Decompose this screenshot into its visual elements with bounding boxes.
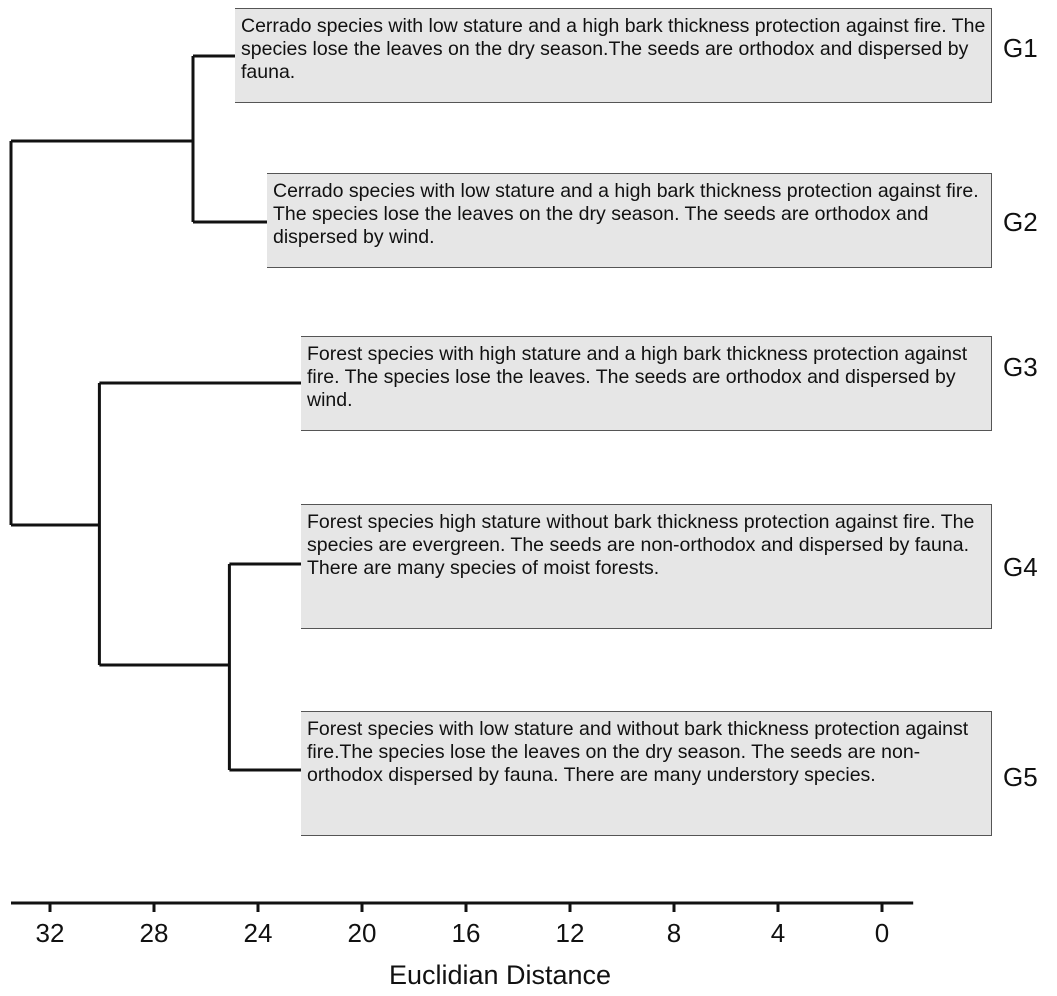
x-axis-tick-label: 24 bbox=[243, 918, 273, 948]
x-axis-tick-label: 16 bbox=[451, 918, 481, 948]
group-g4-label: G4 bbox=[1003, 552, 1038, 582]
group-g5-label: G5 bbox=[1003, 762, 1038, 792]
group-g1-description: Cerrado species with low stature and a h… bbox=[235, 8, 992, 103]
x-axis-tick-label: 12 bbox=[555, 918, 585, 948]
group-g2-description: Cerrado species with low stature and a h… bbox=[267, 173, 992, 268]
x-axis-tick-label: 20 bbox=[347, 918, 377, 948]
group-g3-label: G3 bbox=[1003, 352, 1038, 382]
x-axis-tick-label: 32 bbox=[35, 918, 65, 948]
group-g4-description: Forest species high stature without bark… bbox=[301, 504, 992, 629]
group-g5-description: Forest species with low stature and with… bbox=[301, 711, 992, 836]
x-axis-tick-label: 0 bbox=[874, 918, 890, 948]
x-axis-tick-label: 28 bbox=[139, 918, 169, 948]
x-axis-title: Euclidian Distance bbox=[388, 960, 612, 990]
group-g2-label: G2 bbox=[1003, 207, 1038, 237]
group-g1-label: G1 bbox=[1003, 33, 1038, 63]
group-g3-description: Forest species with high stature and a h… bbox=[301, 336, 992, 431]
x-axis-tick-label: 8 bbox=[666, 918, 682, 948]
x-axis-tick-label: 4 bbox=[770, 918, 786, 948]
